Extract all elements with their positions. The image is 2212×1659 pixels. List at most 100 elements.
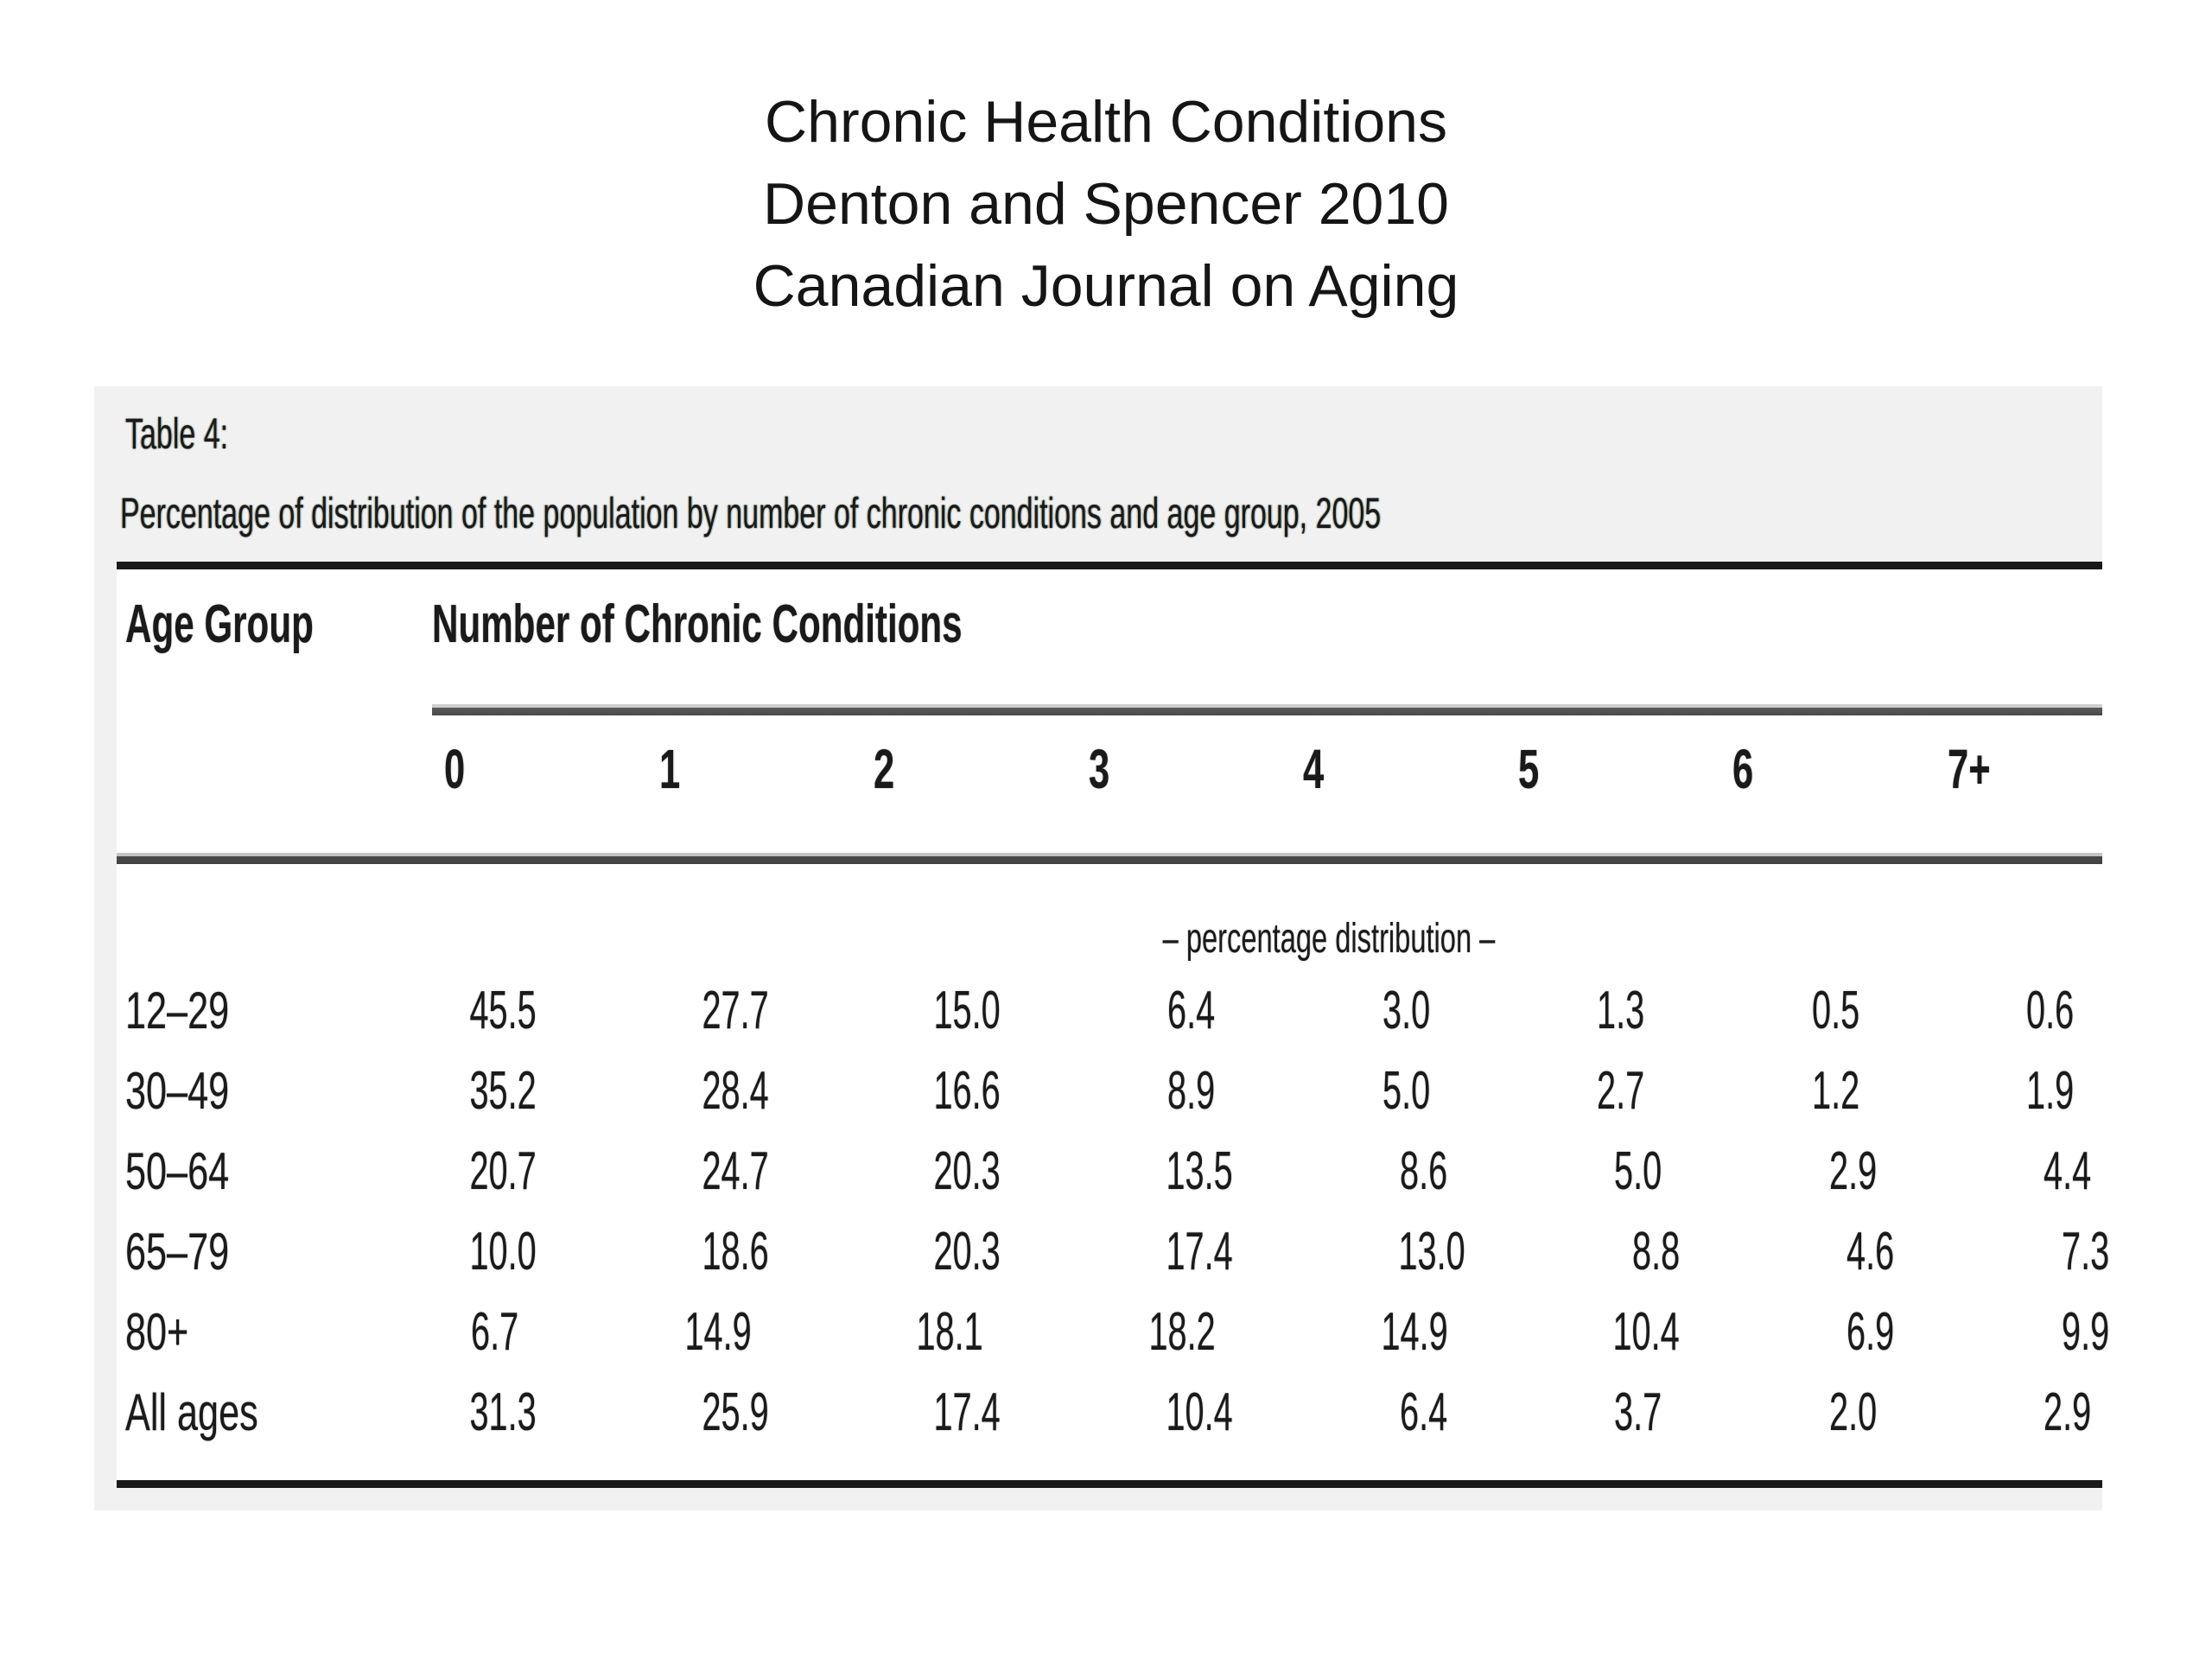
cell-value: 4.4 — [2044, 1141, 2092, 1201]
cell-value: 6.7 — [471, 1302, 519, 1362]
table-cell: 28.4 — [664, 1060, 897, 1122]
cell-value: 2.0 — [1829, 1382, 1878, 1442]
table-cell: 25.9 — [664, 1382, 897, 1443]
table-cell: 1.2 — [1773, 1060, 1988, 1122]
column-header-1: 1 — [647, 737, 862, 801]
cell-value: 14.9 — [1380, 1302, 1448, 1362]
table-caption-text: Percentage of distribution of the popula… — [120, 489, 1382, 537]
table-cell: 15.0 — [896, 980, 1128, 1041]
cell-value: 20.7 — [469, 1141, 537, 1201]
title-line-1: Chronic Health Conditions — [765, 89, 1447, 155]
column-header-0-text: 0 — [444, 738, 466, 800]
section-note: – percentage distribution – — [1084, 915, 1573, 963]
cell-value: 31.3 — [469, 1382, 537, 1442]
title-line-3: Canadian Journal on Aging — [753, 253, 1459, 319]
table-cell: 5.0 — [1575, 1141, 1790, 1202]
column-header-3-text: 3 — [1088, 738, 1109, 800]
column-header-7: 7+ — [1936, 737, 2151, 801]
table-content-area: Age Group Number of Chronic Conditions 0… — [117, 569, 2109, 1480]
table-cell: 20.3 — [896, 1221, 1128, 1282]
table-cell: 3.7 — [1575, 1382, 1790, 1443]
column-header-2-text: 2 — [874, 738, 895, 800]
bottom-rule — [117, 1480, 2102, 1488]
row-label-text: 50–64 — [125, 1142, 230, 1200]
table-cell: 8.6 — [1361, 1141, 1576, 1202]
column-header-5-text: 5 — [1517, 738, 1539, 800]
row-label: 65–79 — [117, 1222, 432, 1281]
table-cell: 2.0 — [1790, 1382, 2005, 1443]
row-label: 12–29 — [117, 981, 432, 1040]
cell-value: 25.9 — [702, 1382, 769, 1442]
table-cell: 16.6 — [896, 1060, 1128, 1122]
cell-value: 2.7 — [1597, 1061, 1645, 1121]
table-cell: 18.6 — [664, 1221, 897, 1282]
table-cell: 2.9 — [2005, 1382, 2212, 1443]
cell-value: 13.5 — [1166, 1141, 1233, 1201]
cell-value: 0.6 — [2026, 981, 2075, 1040]
table-cell: 2.9 — [1790, 1141, 2005, 1202]
table-cell: 17.4 — [896, 1382, 1128, 1443]
column-header-1-text: 1 — [658, 738, 680, 800]
column-group-underline-rule — [432, 704, 2102, 715]
cell-value: 45.5 — [469, 981, 537, 1040]
table-cell: 10.4 — [1128, 1382, 1361, 1443]
table-row: 30–49 35.2 28.4 16.6 8.9 5.0 2.7 1.2 1.9 — [117, 1051, 2156, 1131]
cell-value: 7.3 — [2061, 1222, 2109, 1281]
cell-value: 17.4 — [1166, 1222, 1233, 1281]
table-cell: 0.5 — [1773, 980, 1988, 1041]
cell-value: 8.8 — [1631, 1222, 1680, 1281]
column-header-2: 2 — [861, 737, 1077, 801]
table-cell: 8.9 — [1128, 1060, 1344, 1122]
column-header-4: 4 — [1291, 737, 1506, 801]
row-label-text: All ages — [125, 1383, 258, 1441]
cell-value: 3.0 — [1382, 981, 1431, 1040]
table-cell: 27.7 — [664, 980, 897, 1041]
slide-title: Chronic Health Conditions Denton and Spe… — [0, 81, 2212, 327]
cell-value: 2.9 — [2044, 1382, 2092, 1442]
table-cell: 35.2 — [432, 1060, 664, 1122]
column-header-3: 3 — [1077, 737, 1292, 801]
table-cell: 14.9 — [1344, 1301, 1576, 1363]
table-figure: Table 4: Percentage of distribution of t… — [94, 386, 2109, 1510]
table-number-text: Table 4: — [125, 410, 229, 458]
column-header-6: 6 — [1720, 737, 1936, 801]
column-group-header-text: Number of Chronic Conditions — [432, 594, 963, 654]
cell-value: 20.3 — [933, 1222, 1001, 1281]
row-label: 50–64 — [117, 1141, 432, 1201]
column-header-5: 5 — [1506, 737, 1721, 801]
row-label-text: 12–29 — [125, 982, 230, 1039]
row-group-header-text: Age Group — [125, 594, 314, 654]
table-cell: 2.7 — [1558, 1060, 1773, 1122]
table-cell: 4.6 — [1808, 1221, 2023, 1282]
cell-value: 18.1 — [916, 1302, 983, 1362]
cell-value: 10.4 — [1612, 1302, 1680, 1362]
cell-value: 4.6 — [1847, 1222, 1895, 1281]
row-label: 80+ — [117, 1302, 432, 1362]
cell-value: 3.7 — [1614, 1382, 1662, 1442]
table-body: 12–29 45.5 27.7 15.0 6.4 3.0 1.3 0.5 0.6… — [117, 970, 2156, 1452]
table-cell: 13.0 — [1361, 1221, 1593, 1282]
cell-value: 1.9 — [2026, 1061, 2075, 1121]
cell-value: 15.0 — [933, 981, 1001, 1040]
table-cell: 17.4 — [1128, 1221, 1361, 1282]
cell-value: 17.4 — [933, 1382, 1001, 1442]
title-line-2: Denton and Spencer 2010 — [763, 171, 1449, 237]
cell-value: 10.4 — [1166, 1382, 1233, 1442]
table-cell: 6.7 — [432, 1301, 647, 1363]
cell-value: 14.9 — [683, 1302, 752, 1362]
cell-value: 18.6 — [702, 1222, 769, 1281]
table-cell: 10.0 — [432, 1221, 664, 1282]
cell-value: 13.0 — [1398, 1222, 1465, 1281]
column-header-7-text: 7+ — [1947, 738, 1991, 800]
table-cell: 9.9 — [2022, 1301, 2212, 1363]
cell-value: 6.4 — [1400, 1382, 1448, 1442]
table-cell: 1.9 — [1987, 1060, 2202, 1122]
table-cell: 8.8 — [1592, 1221, 1808, 1282]
table-cell: 6.4 — [1128, 980, 1344, 1041]
cell-value: 2.9 — [1829, 1141, 1878, 1201]
cell-value: 6.4 — [1167, 981, 1216, 1040]
column-header-4-text: 4 — [1303, 738, 1325, 800]
table-cell: 6.4 — [1361, 1382, 1576, 1443]
table-cell: 10.4 — [1575, 1301, 1808, 1363]
